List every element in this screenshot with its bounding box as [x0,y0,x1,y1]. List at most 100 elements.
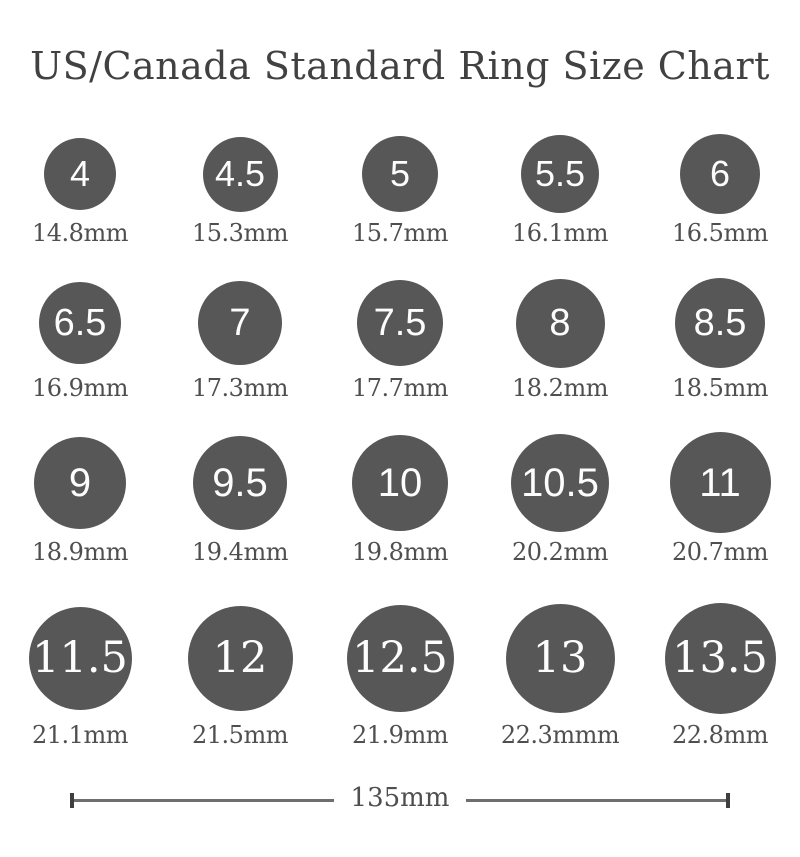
ring-size-number: 9 [68,460,92,505]
ring-row-2: 6.5 16.9mm 7 17.3mm 7.5 17.7mm 8 18.2mm … [0,278,800,402]
ring-diameter-label: 18.2mm [512,374,608,402]
ring-diameter-label: 21.9mm [352,721,448,749]
ring-size-number: 5.5 [534,153,586,194]
ring-diameter-label: 19.4mm [192,538,288,566]
ring-size-cell: 10 19.8mm [320,432,480,566]
ring-circle: 5.5 [521,135,599,213]
ring-size-cell: 7.5 17.7mm [320,278,480,402]
ring-circle: 11.5 [28,607,132,710]
ring-size-cell: 13 22.3mmm [480,603,640,749]
ring-diameter-label: 18.9mm [32,538,128,566]
ring-circle: 8.5 [675,278,765,368]
ring-size-number: 11.5 [32,633,128,683]
ring-row-1: 4 14.8mm 4.5 15.3mm 5 15.7mm 5.5 16.1mm … [0,134,800,247]
ring-circle: 9 [34,436,126,529]
ring-size-number: 10.5 [521,460,599,505]
ring-circle-area: 6.5 [39,278,121,368]
ring-circle-area: 4.5 [202,134,278,214]
ruler-left-tick-icon [70,792,74,808]
ring-size-number: 13 [532,633,588,683]
ring-circle: 13.5 [664,603,776,714]
ring-circle-area: 8 [515,278,605,368]
ring-circle: 11 [669,432,771,533]
ring-size-number: 9.5 [212,460,268,505]
ring-circle: 9.5 [193,435,287,530]
ring-circle-area: 7.5 [357,278,443,368]
ring-size-number: 6 [709,153,731,194]
ring-diameter-label: 18.5mm [672,374,768,402]
ring-circle-area: 7 [198,278,282,368]
ring-circle: 12.5 [346,605,454,712]
ring-circle: 8 [515,278,605,368]
ring-size-number: 4 [69,153,91,194]
ring-row-3: 9 18.9mm 9.5 19.4mm 10 19.8mm 10.5 20.2m… [0,432,800,566]
ring-diameter-label: 16.9mm [32,374,128,402]
ring-size-cell: 8.5 18.5mm [640,278,800,402]
ring-diameter-label: 20.7mm [672,538,768,566]
ring-circle-area: 4 [44,134,116,214]
ring-circle: 5 [362,136,438,212]
ring-size-number: 11 [699,460,741,505]
ring-circle: 4.5 [202,136,278,212]
ring-diameter-label: 14.8mm [32,219,128,247]
ring-size-cell: 4 14.8mm [0,134,160,247]
ring-circle-area: 5.5 [521,134,599,214]
ruler-line-right [466,798,726,802]
ring-circle-area: 9 [34,432,126,533]
ring-size-number: 4.5 [214,153,266,194]
ring-circle-area: 13.5 [664,603,776,714]
ring-size-cell: 13.5 22.8mm [640,603,800,749]
ring-size-number: 7 [229,302,251,344]
ring-circle: 7 [198,281,282,365]
ring-circle: 7.5 [357,280,443,366]
ring-size-cell: 12.5 21.9mm [320,603,480,749]
ring-size-grid: 4 14.8mm 4.5 15.3mm 5 15.7mm 5.5 16.1mm … [0,134,800,749]
ring-circle-area: 12 [187,603,293,714]
ring-circle-area: 11 [669,432,771,533]
ring-circle-area: 10 [352,432,448,533]
ring-size-cell: 11 20.7mm [640,432,800,566]
ring-diameter-label: 16.5mm [672,219,768,247]
ring-diameter-label: 22.8mm [672,721,768,749]
ring-size-number: 8 [549,302,571,344]
ring-circle: 6.5 [39,282,121,364]
ring-size-number: 13.5 [672,633,768,683]
ring-diameter-label: 20.2mm [512,538,608,566]
ring-size-cell: 6 16.5mm [640,134,800,247]
ring-diameter-label: 21.5mm [192,721,288,749]
scale-ruler: 135mm [70,785,730,811]
ruler-length-label: 135mm [350,783,450,813]
page-title: US/Canada Standard Ring Size Chart [30,44,770,88]
ring-size-cell: 5.5 16.1mm [480,134,640,247]
ring-size-cell: 7 17.3mm [160,278,320,402]
ring-circle: 10.5 [511,433,609,532]
ring-size-cell: 12 21.5mm [160,603,320,749]
ring-circle-area: 5 [362,134,438,214]
ring-diameter-label: 15.7mm [352,219,448,247]
ring-size-cell: 10.5 20.2mm [480,432,640,566]
ring-size-number: 7.5 [373,302,427,344]
ring-size-cell: 5 15.7mm [320,134,480,247]
ring-size-number: 10 [377,460,423,505]
ring-circle: 4 [44,138,116,210]
ring-circle: 12 [187,606,293,711]
ring-circle: 10 [352,434,448,531]
ring-diameter-label: 16.1mm [512,219,608,247]
ring-circle-area: 13 [505,603,615,714]
ring-row-4: 11.5 21.1mm 12 21.5mm 12.5 21.9mm 13 22.… [0,603,800,749]
ring-size-number: 12 [212,633,268,683]
ring-diameter-label: 17.3mm [192,374,288,402]
ring-circle-area: 10.5 [511,432,609,533]
ring-diameter-label: 21.1mm [32,721,128,749]
ring-size-cell: 9 18.9mm [0,432,160,566]
ring-size-number: 8.5 [693,302,747,344]
ring-circle-area: 6 [680,134,760,214]
ring-size-cell: 6.5 16.9mm [0,278,160,402]
ring-size-cell: 11.5 21.1mm [0,603,160,749]
ring-size-cell: 8 18.2mm [480,278,640,402]
ring-circle: 6 [680,134,760,214]
ring-circle-area: 9.5 [193,432,287,533]
ruler-right-tick-icon [726,792,730,808]
ruler-line-left [74,798,334,802]
